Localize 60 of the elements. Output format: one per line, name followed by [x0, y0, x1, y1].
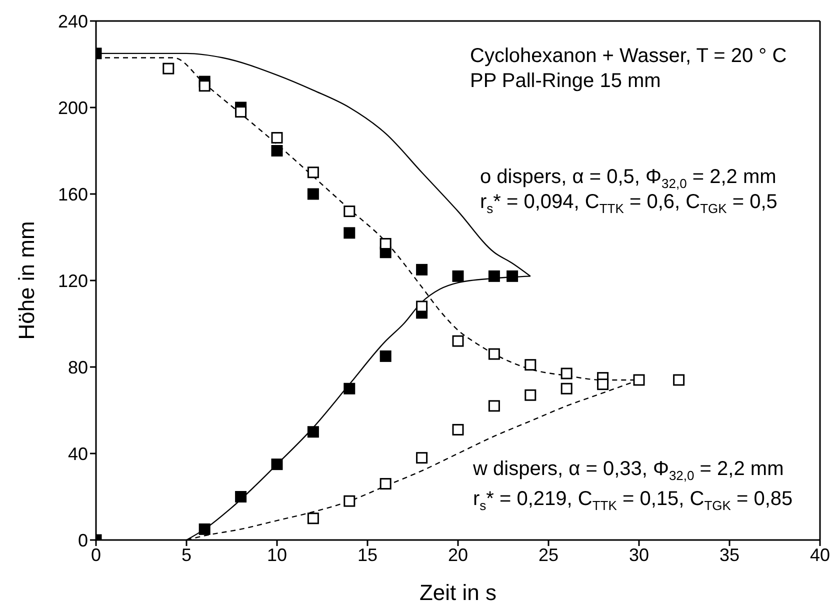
point [488, 270, 500, 282]
y-tick-label: 200 [58, 98, 88, 118]
point [416, 264, 428, 276]
y-tick-label: 120 [58, 270, 88, 291]
y-tick-label: 240 [58, 11, 88, 32]
point [271, 458, 283, 470]
point [488, 400, 500, 412]
point [524, 389, 536, 401]
point [416, 300, 428, 312]
x-tick-label: 0 [90, 544, 102, 565]
x-tick-label: 15 [357, 544, 378, 565]
point [560, 368, 572, 380]
point [344, 206, 356, 218]
x-tick-label: 35 [719, 544, 740, 565]
point [380, 238, 392, 250]
point [380, 350, 392, 362]
y-tick-label: 160 [58, 184, 88, 204]
y-tick-label: 40 [68, 444, 88, 464]
x-tick-label: 30 [628, 544, 650, 565]
point [560, 382, 572, 394]
point [198, 523, 210, 535]
point [271, 132, 283, 144]
y-axis-title: Höhe in mm [14, 221, 39, 340]
point [307, 512, 319, 524]
point [162, 62, 174, 74]
point [307, 426, 319, 438]
point [452, 270, 464, 282]
point [597, 378, 609, 390]
point [235, 491, 247, 502]
annotation: o dispers, α = 0,5, Φ$_{32,0}$ = 2,2 mm [480, 166, 776, 191]
point [452, 335, 464, 347]
point [307, 188, 319, 200]
point [673, 374, 685, 386]
x-axis-title: Zeit in s [419, 580, 497, 605]
point [524, 359, 536, 371]
point [416, 452, 428, 464]
annotation: r$_{s}$* = 0,219, C$_{TTK}$ = 0,15, C$_{TGK}$ = 0,85 [473, 488, 793, 513]
point [198, 80, 210, 92]
point [344, 227, 356, 239]
x-tick-label: 10 [266, 544, 288, 565]
annotation: w dispers, α = 0,33, Φ$_{32,0}$ = 2,2 mm [472, 458, 784, 483]
point [380, 478, 392, 490]
x-tick-label: 20 [448, 544, 468, 565]
annotation: r$_{s}$* = 0,094, C$_{TTK}$ = 0,6, C$_{TGK}$ = 0,5 [480, 191, 778, 216]
annotation: Cyclohexanon + Wasser, T = 20 ° C [470, 45, 787, 67]
x-tick-label: 40 [810, 544, 830, 565]
point [344, 382, 356, 394]
point [344, 495, 356, 507]
x-tick-label: 25 [538, 544, 559, 565]
point [506, 270, 518, 282]
point [307, 166, 319, 178]
point [452, 424, 464, 436]
point [271, 145, 283, 156]
y-tick-label: 0 [78, 530, 88, 550]
point [488, 348, 500, 360]
point [633, 374, 645, 386]
y-tick-label: 80 [68, 357, 88, 378]
point [235, 106, 247, 118]
x-tick-label: 5 [181, 544, 192, 565]
annotation: PP Pall-Ringe 15 mm [470, 70, 661, 92]
